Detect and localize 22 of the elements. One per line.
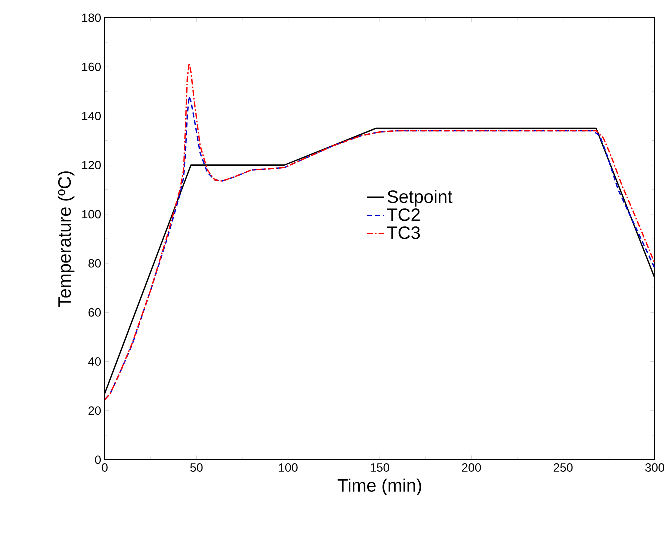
y-tick-label: 160 (82, 62, 102, 72)
x-tick-label: 100 (279, 464, 298, 472)
y-tick-label: 40 (88, 358, 102, 366)
legend-label: TC3 (387, 226, 420, 240)
y-axis-title: Temperature (ºC) (58, 172, 75, 308)
y-tick-label: 80 (88, 259, 102, 268)
legend-label: Setpoint (388, 190, 453, 207)
x-tick-label: 200 (462, 464, 482, 472)
x-tick-label: 250 (554, 464, 573, 472)
x-tick-label: 300 (645, 464, 665, 472)
y-tick-label: 180 (82, 14, 102, 22)
y-tick-label: 60 (88, 308, 102, 317)
x-tick-label: 150 (370, 464, 390, 472)
x-tick-label: 50 (190, 464, 203, 472)
y-tick-label: 0 (95, 456, 102, 464)
y-tick-label: 140 (82, 112, 102, 120)
y-tick-label: 100 (82, 210, 102, 219)
x-tick-label: 0 (102, 464, 108, 472)
y-tick-label: 120 (82, 161, 102, 170)
x-axis-title: Time (min) (338, 478, 422, 496)
legend-label: TC2 (387, 208, 420, 222)
y-tick-label: 20 (88, 406, 102, 416)
